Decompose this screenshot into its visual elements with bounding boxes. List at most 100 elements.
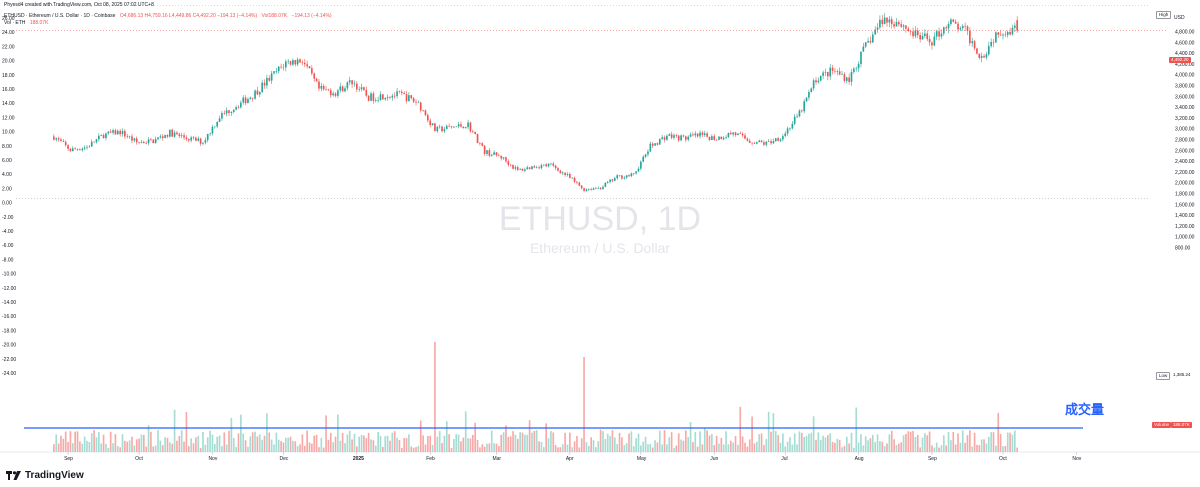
candle-body: [434, 123, 436, 132]
volume-bar: [969, 430, 971, 452]
volume-bar: [895, 444, 898, 452]
candle-body: [344, 88, 346, 92]
candle-body: [957, 23, 959, 30]
candle-body: [673, 135, 675, 138]
volume-bar: [980, 439, 983, 452]
candle-body: [244, 97, 247, 104]
volume-bar: [90, 433, 93, 452]
candle-body: [895, 22, 898, 27]
volume-legend[interactable]: Vol · ETH 188.07K: [4, 20, 48, 26]
candle-body: [417, 102, 420, 104]
candle-body: [161, 136, 164, 138]
volume-bar: [628, 433, 630, 452]
volume-bar: [382, 446, 384, 452]
volume-bar: [490, 430, 493, 452]
volume-bar: [209, 430, 211, 452]
candle-body: [848, 77, 850, 82]
left-axis-label: -24.00: [2, 371, 16, 377]
candle-body: [552, 163, 555, 166]
candle-body: [971, 41, 974, 44]
candle-body: [247, 98, 249, 104]
volume-bar: [147, 425, 150, 452]
candle-body: [287, 61, 290, 62]
candle-body: [441, 126, 443, 132]
volume-bar: [76, 431, 79, 452]
candle-body: [628, 175, 630, 177]
volume-bar: [55, 434, 58, 452]
volume-bar: [102, 434, 105, 452]
candle-body: [566, 174, 569, 175]
volume-bar: [140, 434, 143, 452]
candle-body: [464, 127, 467, 129]
candle-body: [666, 135, 668, 140]
candle-body: [173, 132, 176, 137]
low-value: 1,385.24: [1171, 372, 1193, 378]
left-axis-label: -22.00: [2, 357, 16, 363]
volume-bar: [827, 435, 829, 452]
candle-body: [249, 97, 252, 99]
volume-bar: [171, 443, 174, 452]
candle-body: [360, 87, 363, 90]
candle-body: [270, 73, 273, 81]
volume-bar: [545, 423, 548, 452]
left-axis-label: 6.00: [2, 158, 12, 164]
volume-bar: [900, 442, 903, 452]
volume-bar: [798, 431, 801, 452]
volume-bar: [767, 411, 770, 452]
candle-body: [931, 42, 933, 46]
candle-body: [684, 136, 687, 140]
volume-bar: [119, 447, 121, 452]
candle-body: [732, 132, 734, 135]
volume-bar: [360, 435, 363, 452]
x-axis-label: Oct: [999, 456, 1007, 462]
volume-bar: [635, 438, 637, 452]
volume-bar: [677, 433, 680, 452]
volume-bar: [254, 431, 256, 452]
left-axis-label: -20.00: [2, 343, 16, 349]
volume-bar: [616, 443, 619, 452]
candle-body: [353, 83, 356, 85]
currency-label[interactable]: USD: [1174, 15, 1185, 21]
left-axis-label: 24.00: [2, 30, 15, 36]
volume-bar: [673, 447, 675, 452]
candle-body: [403, 93, 405, 95]
candle-body: [805, 97, 808, 102]
volume-bar: [424, 444, 427, 452]
candle-body: [206, 133, 209, 141]
candle-body: [815, 80, 817, 83]
candle-body: [232, 109, 235, 113]
volume-bar: [356, 446, 358, 452]
symbol-legend[interactable]: ETHUSD · Ethereum / U.S. Dollar · 1D · C…: [4, 13, 332, 19]
volume-bar: [542, 447, 545, 452]
volume-bar: [528, 420, 531, 452]
candle-body: [637, 168, 640, 172]
candle-body: [275, 71, 278, 72]
candle-body: [928, 39, 931, 43]
candle-body: [907, 28, 910, 31]
volume-bar: [642, 441, 645, 452]
candle-body: [751, 142, 753, 144]
volume-bar: [81, 443, 84, 452]
volume-bar: [509, 436, 512, 452]
candle-body: [741, 133, 744, 136]
volume-bar: [502, 432, 505, 452]
volume-bar: [715, 435, 718, 452]
volume-bar: [270, 439, 273, 452]
volume-bar: [195, 437, 197, 452]
candle-body: [964, 25, 966, 27]
volume-bar: [116, 446, 119, 452]
volume-bar: [126, 441, 129, 452]
footer-brand[interactable]: TradingView: [6, 470, 84, 481]
volume-bar: [890, 430, 893, 452]
candle-body: [585, 189, 588, 191]
candle-body: [460, 124, 462, 127]
volume-bar: [363, 435, 365, 452]
candle-body: [796, 116, 798, 117]
volume-bar: [938, 447, 940, 452]
candle-body: [332, 93, 334, 96]
volume-bar: [422, 435, 424, 452]
volume-bar: [886, 443, 888, 452]
volume-bar: [606, 433, 609, 452]
volume-bar: [391, 432, 394, 452]
